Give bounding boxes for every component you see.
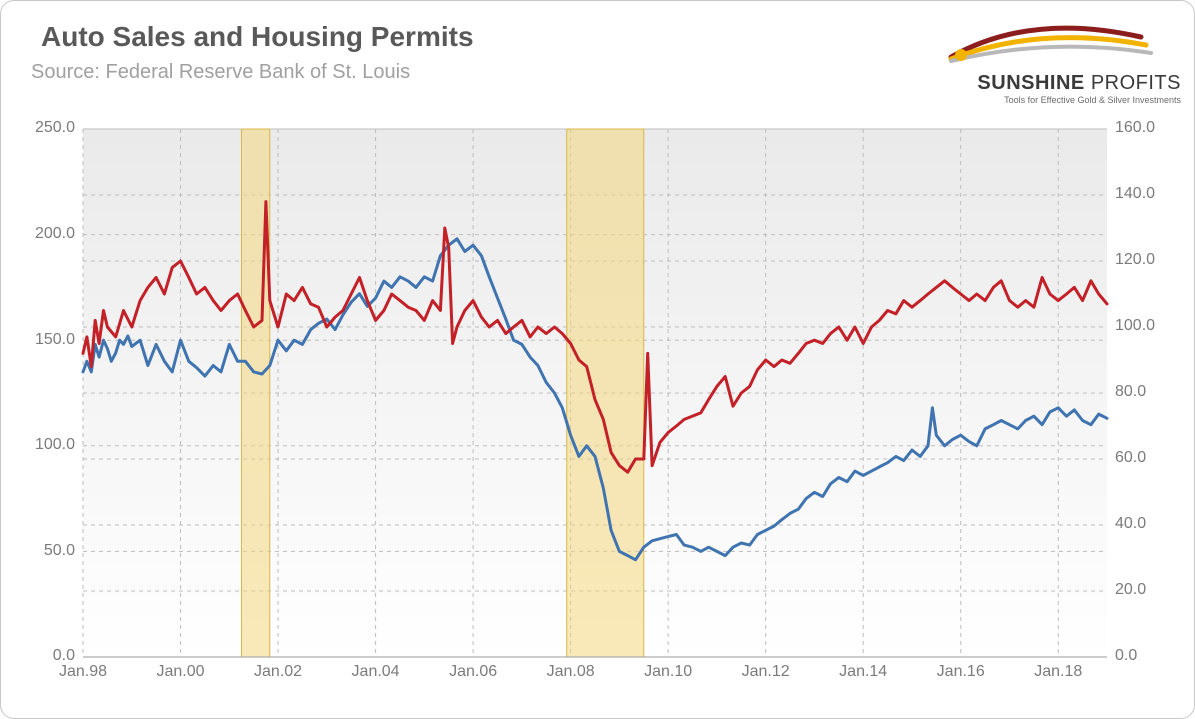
plot-svg — [83, 129, 1107, 657]
x-tick: Jan.16 — [937, 663, 985, 681]
x-tick: Jan.14 — [839, 663, 887, 681]
x-tick: Jan.02 — [254, 663, 302, 681]
y-left-tick: 250.0 — [35, 119, 75, 137]
y-left-tick: 200.0 — [35, 225, 75, 243]
x-tick: Jan.98 — [59, 663, 107, 681]
y-right-tick: 60.0 — [1115, 449, 1146, 467]
x-tick: Jan.06 — [449, 663, 497, 681]
x-tick: Jan.04 — [352, 663, 400, 681]
x-tick: Jan.00 — [156, 663, 204, 681]
y-right-tick: 160.0 — [1115, 119, 1155, 137]
y-right-tick: 140.0 — [1115, 185, 1155, 203]
y-left-tick: 50.0 — [44, 542, 75, 560]
chart-frame: Auto Sales and Housing Permits Source: F… — [0, 0, 1195, 719]
brand-logo: SUNSHINE PROFITS Tools for Effective Gol… — [941, 17, 1181, 105]
y-left-tick: 150.0 — [35, 331, 75, 349]
plot-area — [83, 129, 1107, 657]
logo-brand-text: SUNSHINE PROFITS — [941, 72, 1181, 95]
y-right-tick: 120.0 — [1115, 251, 1155, 269]
chart-title: Auto Sales and Housing Permits — [41, 21, 474, 53]
chart-subtitle: Source: Federal Reserve Bank of St. Loui… — [31, 61, 410, 84]
y-right-tick: 40.0 — [1115, 515, 1146, 533]
logo-brand-sun: SUNSHINE — [977, 72, 1084, 94]
recession-band — [567, 129, 644, 657]
x-tick: Jan.10 — [644, 663, 692, 681]
logo-swoosh-icon — [941, 17, 1161, 67]
x-tick: Jan.08 — [547, 663, 595, 681]
y-right-tick: 80.0 — [1115, 383, 1146, 401]
y-right-tick: 20.0 — [1115, 581, 1146, 599]
y-right-tick: 100.0 — [1115, 317, 1155, 335]
y-right-tick: 0.0 — [1115, 647, 1137, 665]
logo-tagline: Tools for Effective Gold & Silver Invest… — [941, 95, 1181, 105]
y-left-tick: 100.0 — [35, 436, 75, 454]
x-tick: Jan.12 — [742, 663, 790, 681]
logo-brand-profits: PROFITS — [1085, 72, 1181, 94]
x-tick: Jan.18 — [1034, 663, 1082, 681]
